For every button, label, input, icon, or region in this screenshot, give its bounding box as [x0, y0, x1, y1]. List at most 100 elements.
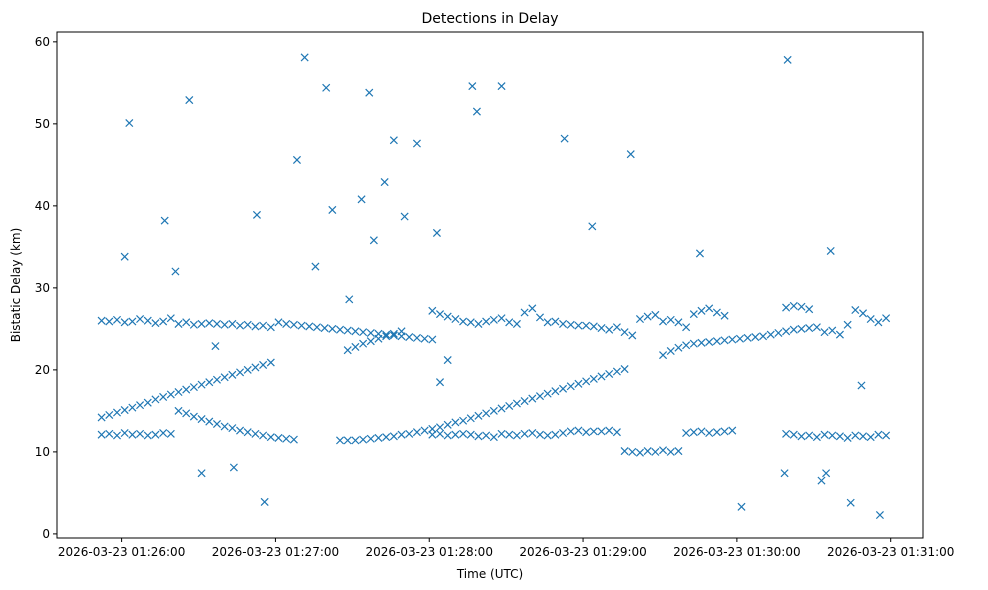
data-point — [674, 318, 683, 327]
series-track-rising-21-to-26 — [343, 327, 406, 355]
data-point — [451, 418, 460, 427]
data-point — [212, 419, 221, 429]
data-point — [252, 210, 261, 219]
data-point — [236, 368, 245, 377]
data-point — [112, 431, 122, 440]
data-point — [789, 325, 798, 334]
data-point — [543, 318, 552, 327]
data-point — [120, 429, 129, 438]
data-point — [560, 134, 569, 143]
data-point — [351, 327, 360, 336]
data-point — [728, 426, 737, 435]
data-point — [182, 318, 191, 327]
data-point — [858, 309, 868, 318]
data-point — [189, 383, 198, 392]
data-point — [443, 420, 452, 429]
data-point — [805, 305, 814, 314]
data-point — [805, 431, 814, 440]
data-point — [435, 310, 445, 319]
data-point — [120, 406, 129, 415]
data-point — [345, 295, 354, 304]
data-point — [428, 424, 437, 433]
data-point — [405, 333, 414, 342]
data-point — [535, 430, 545, 439]
data-point — [405, 429, 414, 438]
series-band-12km-mid — [428, 426, 737, 457]
data-point — [712, 308, 721, 317]
data-point — [472, 107, 481, 116]
data-point — [289, 320, 298, 329]
data-point — [243, 320, 252, 329]
data-point — [266, 433, 275, 442]
data-point — [443, 312, 452, 321]
data-point — [97, 316, 106, 325]
data-point — [505, 318, 514, 327]
data-point — [474, 432, 483, 441]
data-point — [505, 430, 514, 439]
data-point — [643, 447, 652, 456]
data-point — [143, 398, 152, 407]
x-axis-ticks: 2026-03-23 01:26:00 2026-03-23 01:27:00 20… — [58, 538, 954, 559]
data-point — [136, 429, 145, 438]
data-point — [428, 306, 437, 315]
data-point — [789, 430, 798, 439]
data-point — [259, 360, 268, 369]
data-point — [612, 367, 621, 376]
data-point — [682, 429, 691, 438]
data-point — [520, 308, 529, 317]
data-point — [228, 424, 237, 433]
data-point — [435, 423, 445, 432]
data-point — [512, 431, 521, 440]
data-point — [875, 511, 884, 520]
data-point — [189, 412, 198, 421]
data-point — [866, 315, 875, 324]
data-point — [846, 498, 855, 507]
data-point — [497, 314, 506, 323]
data-point — [160, 216, 169, 225]
data-point — [336, 436, 345, 445]
data-point — [635, 448, 644, 457]
data-point — [828, 326, 837, 335]
data-point — [197, 469, 206, 478]
data-point — [874, 430, 883, 439]
data-point — [543, 431, 552, 440]
data-point — [212, 375, 221, 384]
data-point — [682, 341, 691, 350]
data-point — [322, 83, 331, 92]
data-point — [220, 373, 229, 382]
data-point — [651, 447, 660, 456]
data-point — [697, 427, 706, 436]
data-point — [712, 428, 721, 437]
data-point — [712, 337, 721, 346]
data-point — [128, 317, 137, 326]
data-point — [229, 463, 238, 472]
data-point — [735, 334, 744, 343]
series-band-26km-mid — [428, 304, 691, 340]
data-point — [628, 447, 637, 456]
data-point — [143, 316, 152, 325]
y-tick-label: 40 — [35, 199, 50, 213]
data-point — [297, 321, 306, 330]
data-point — [843, 320, 852, 329]
data-points — [97, 53, 891, 520]
data-point — [151, 319, 160, 328]
data-point — [743, 333, 752, 342]
data-point — [105, 317, 114, 326]
data-point — [305, 322, 314, 331]
data-point — [782, 327, 791, 336]
series-track-falling-26-to-24 — [274, 318, 437, 344]
data-point — [582, 321, 591, 330]
data-point — [243, 428, 252, 437]
data-point — [820, 430, 829, 439]
x-tick-label: 2026-03-23 01:28:00 — [366, 545, 493, 559]
data-point — [166, 429, 175, 438]
data-point — [635, 315, 644, 324]
data-point — [174, 387, 183, 397]
y-axis-label: Bistatic Delay (km) — [9, 228, 23, 343]
data-point — [420, 334, 429, 343]
data-point — [159, 429, 168, 438]
data-point — [112, 315, 122, 324]
data-point — [797, 302, 806, 311]
x-tick-label: 2026-03-23 01:31:00 — [827, 545, 954, 559]
data-point — [505, 401, 514, 410]
